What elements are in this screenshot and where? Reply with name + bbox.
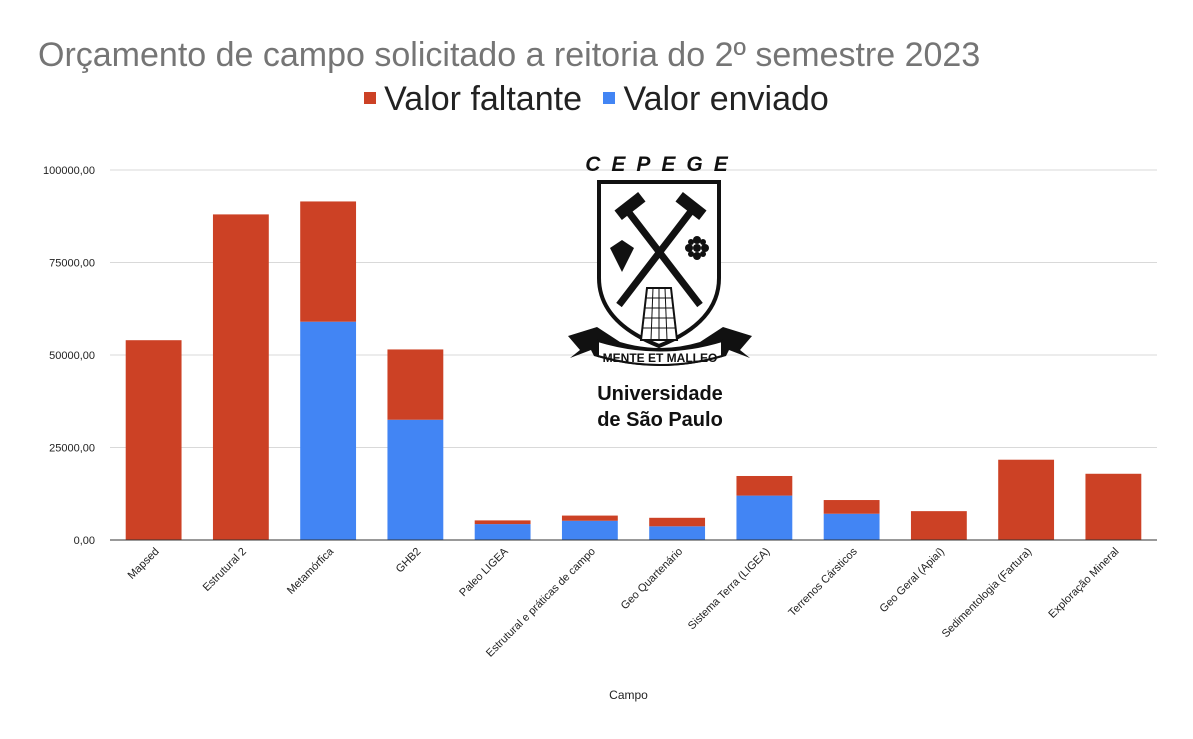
x-tick-label: Sedimentologia (Fartura) (940, 546, 1035, 641)
flower-icon (685, 236, 709, 260)
hammer-handle-icon (624, 207, 703, 308)
logo-top-text: CEPEGE (585, 153, 739, 176)
hammer-head-icon (675, 192, 707, 220)
bar-valor-enviado[interactable] (474, 524, 531, 540)
bar-valor-faltante[interactable] (300, 201, 357, 322)
bar-valor-enviado[interactable] (561, 520, 618, 540)
legend-item-valor-faltante[interactable]: Valor faltante (364, 80, 582, 119)
x-tick-label: Geo Quartenário (619, 546, 685, 612)
bar-valor-faltante[interactable] (998, 459, 1055, 540)
bar-valor-faltante[interactable] (736, 475, 793, 496)
y-tick-label: 100000,00 (43, 165, 95, 177)
legend-label-valor-faltante: Valor faltante (384, 80, 582, 118)
y-axis-ticks: 0,00 25000,00 50000,00 75000,00 100000,00 (43, 165, 95, 547)
diamond-icon (610, 240, 634, 272)
legend-swatch-valor-enviado (603, 92, 616, 105)
bars (125, 201, 1142, 540)
x-tick-label: Estrutural 2 (201, 546, 249, 594)
bar-valor-faltante[interactable] (125, 340, 182, 540)
sieve-mesh-icon (642, 287, 676, 341)
bar-valor-faltante[interactable] (212, 214, 269, 540)
x-axis-label: Campo (609, 688, 648, 702)
bar-valor-faltante[interactable] (910, 511, 967, 540)
hammer-handle-icon (616, 207, 695, 308)
bar-valor-enviado[interactable] (387, 419, 444, 540)
bar-valor-enviado[interactable] (736, 495, 793, 540)
y-tick-label: 0,00 (74, 535, 95, 547)
x-tick-label: GHB2 (394, 546, 424, 576)
x-tick-label: Geo Geral (Apiaí) (878, 546, 947, 615)
x-tick-label: Metamórfica (285, 545, 337, 597)
hammer-head-icon (614, 192, 646, 220)
ribbon-band (597, 339, 723, 366)
y-tick-label: 25000,00 (49, 443, 95, 455)
legend-label-valor-enviado: Valor enviado (623, 80, 829, 118)
y-tick-label: 75000,00 (49, 258, 95, 270)
bar-valor-enviado[interactable] (649, 526, 706, 540)
bar-valor-faltante[interactable] (823, 500, 880, 514)
x-axis-ticks: Mapsed Estrutural 2 Metamórfica GHB2 Paleo L… (126, 545, 1122, 660)
shield-icon (597, 180, 721, 349)
legend-item-valor-enviado[interactable]: Valor enviado (603, 80, 829, 119)
cepege-logo: CEPEGE MENTE ET MAL (568, 153, 752, 431)
bar-valor-faltante[interactable] (649, 517, 706, 527)
x-tick-label: Sistema Terra (LIGEA) (686, 546, 773, 633)
bar-valor-faltante[interactable] (1085, 473, 1142, 540)
logo-motto: MENTE ET MALLEO (603, 351, 718, 365)
bar-valor-enviado[interactable] (823, 513, 880, 540)
legend-swatch-valor-faltante (364, 92, 377, 105)
bar-valor-faltante[interactable] (474, 520, 531, 525)
y-tick-label: 50000,00 (49, 350, 95, 362)
x-tick-label: Terrenos Cársticos (786, 545, 860, 619)
x-tick-label: Exploração Mineral (1046, 546, 1121, 621)
bar-valor-faltante[interactable] (561, 515, 618, 521)
bar-valor-faltante[interactable] (387, 349, 444, 420)
x-tick-label: Paleo LIGEA (457, 545, 511, 599)
chart-title: Orçamento de campo solicitado a reitoria… (38, 36, 981, 74)
logo-institution-line2: de São Paulo (597, 409, 723, 431)
logo-institution-line1: Universidade (597, 383, 723, 405)
legend: Valor faltante Valor enviado (0, 80, 1193, 119)
x-tick-label: Mapsed (126, 546, 162, 582)
bar-valor-enviado[interactable] (300, 321, 357, 540)
